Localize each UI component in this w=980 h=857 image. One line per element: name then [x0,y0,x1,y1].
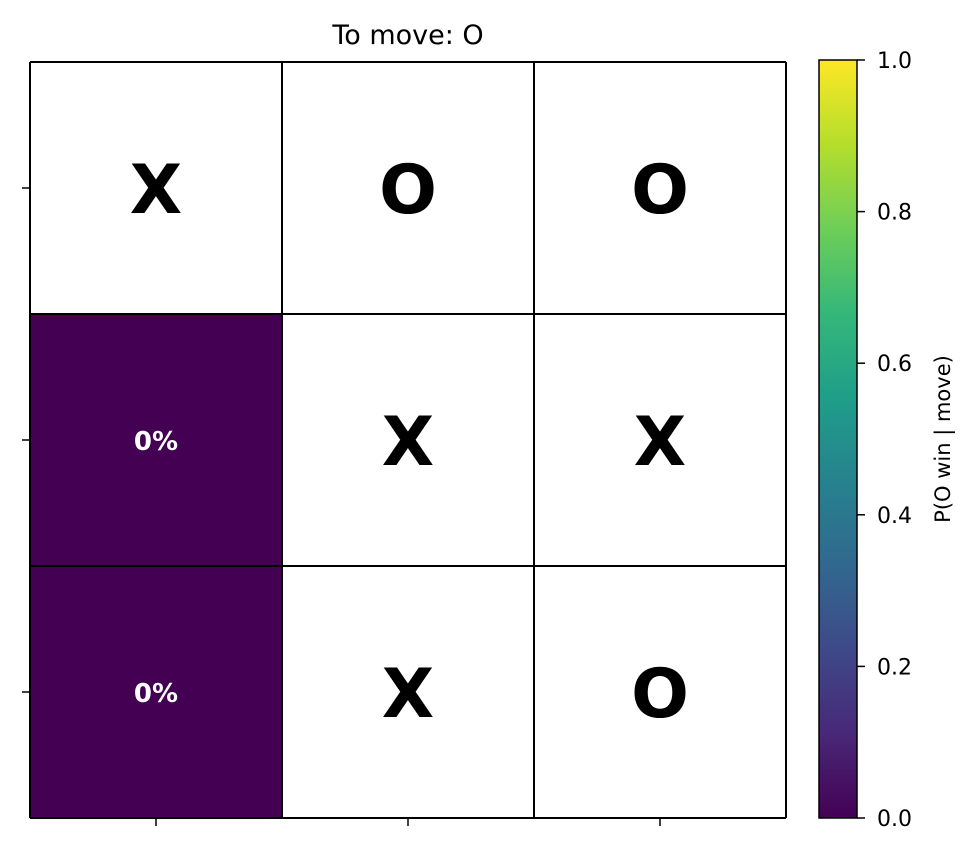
board-cell-1-1 [282,314,534,566]
board-mark-2-2: O [631,655,689,734]
board-cell-0-1 [282,62,534,314]
colorbar-label: P(O win | move) [931,355,956,523]
board-cell-2-2 [534,566,786,818]
board-cell-0-0 [30,62,282,314]
colorbar-tick-label: 1.0 [877,49,912,74]
board-mark-1-1: X [382,403,434,482]
board-cell-1-2 [534,314,786,566]
colorbar: 0.0 0.2 0.4 0.6 0.8 1.0 P(O win | move) [818,49,956,832]
axis-ticks [22,187,661,826]
board-mark-2-1: X [382,655,434,734]
colorbar-tick-label: 0.0 [877,807,912,832]
board-cell-0-2 [534,62,786,314]
board-mark-0-1: O [379,151,437,230]
move-value-label-1-0: 0% [134,427,178,457]
board-mark-0-2: O [631,151,689,230]
colorbar-gradient [818,59,858,819]
board-cell-2-1 [282,566,534,818]
chart-title: To move: O [331,20,483,51]
colorbar-tick-label: 0.2 [877,655,912,680]
board-mark-1-2: X [634,403,686,482]
colorbar-ticks: 0.0 0.2 0.4 0.6 0.8 1.0 [857,49,912,832]
colorbar-tick-label: 0.8 [877,201,912,226]
move-value-label-2-0: 0% [134,679,178,709]
colorbar-tick-label: 0.4 [877,504,912,529]
board-cell-2-0 [30,566,282,818]
board-cell-1-0 [30,314,282,566]
colorbar-tick-label: 0.6 [877,352,912,377]
board-mark-0-0: X [130,151,182,230]
board-cells: X O O 0% X X 0% X O [30,62,786,818]
